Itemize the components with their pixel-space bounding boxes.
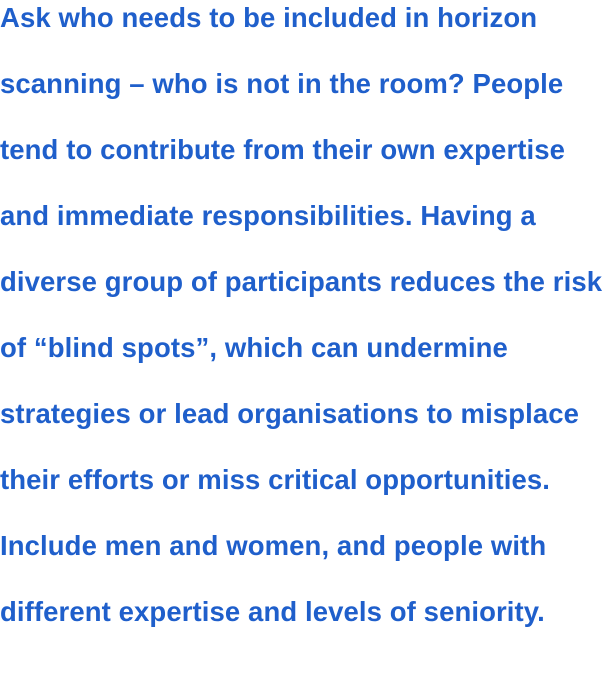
paragraph-line-1: Ask who needs to be included in horizon	[0, 2, 538, 33]
paragraph-line-9: Include men and women, and people with	[0, 530, 547, 561]
paragraph-line-5: diverse group of participants reduces th…	[0, 266, 603, 297]
paragraph-line-2: scanning – who is not in the room? Peopl…	[0, 68, 564, 99]
paragraph-line-4: and immediate responsibilities. Having a	[0, 200, 536, 231]
paragraph-line-10: different expertise and levels of senior…	[0, 596, 545, 627]
paragraph-line-7: strategies or lead organisations to misp…	[0, 398, 580, 429]
paragraph-line-8: their efforts or miss critical opportuni…	[0, 464, 551, 495]
paragraph-line-6: of “blind spots”, which can undermine	[0, 332, 508, 363]
paragraph-line-3: tend to contribute from their own expert…	[0, 134, 566, 165]
